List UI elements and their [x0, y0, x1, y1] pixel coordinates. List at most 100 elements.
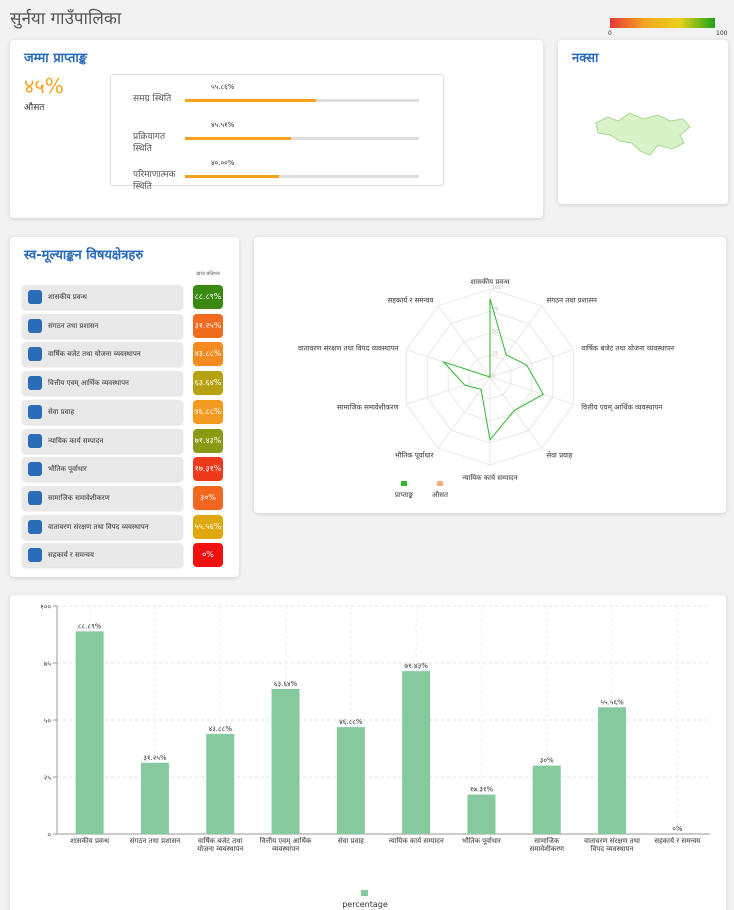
- y-tick-label: १००: [40, 603, 51, 611]
- map-card: नक्सा: [558, 40, 728, 204]
- domain-name: सहकार्य र समन्वय: [48, 551, 94, 560]
- bar-value-label: ३०%: [540, 757, 554, 765]
- domain-name: संगठन तथा प्रशासन: [48, 321, 99, 330]
- card-title: स्व-मूल्याङ्कन विषयक्षेत्रहरु: [24, 248, 144, 263]
- domain-score: १७.३१%: [193, 457, 223, 482]
- legend-swatch: [437, 481, 443, 486]
- radar-label: वार्षिक बजेट तथा योजना व्यवस्थापन: [581, 343, 674, 352]
- progress-bar: [185, 99, 316, 102]
- progress-value: ४५.५१%: [211, 121, 235, 129]
- x-tick-label: सेवा प्रवाह: [337, 837, 364, 845]
- domain-icon: [28, 548, 42, 563]
- x-tick-label: संगठन तथा प्रशासन: [129, 837, 181, 845]
- score-card: जम्मा प्राप्ताङ्क ४५% औसत समग्र स्थिति ५५…: [10, 40, 543, 218]
- progress-bar: [185, 175, 279, 178]
- progress-label: समग्र स्थिति: [133, 94, 172, 104]
- bar: [402, 671, 431, 834]
- legend-label: औसत: [432, 490, 449, 499]
- progress-label: प्रक्रियागत स्थिति: [133, 132, 166, 154]
- domain-row: सामाजिक समावेशीकरण: [22, 485, 183, 510]
- legend-swatch: [401, 481, 407, 486]
- radar-label: सहकार्य र समन्वय: [388, 295, 435, 304]
- domain-icon: [28, 433, 42, 448]
- bar-value-label: ४३.८८%: [209, 725, 233, 733]
- domain-row: संगठन तथा प्रशासन: [22, 313, 183, 338]
- radar-tick-label: 100: [492, 285, 502, 291]
- domain-icon: [28, 404, 42, 419]
- radar-axis: [437, 305, 491, 378]
- radar-card: 0255075100शासकीय प्रवन्धसंगठन तथा प्रशास…: [254, 237, 726, 513]
- x-tick-label: वित्तीय एवम् आर्थिक व्यवस्थापन: [259, 837, 312, 853]
- bar-value-label: ४६.८८%: [339, 718, 363, 726]
- domain-icon: [28, 462, 42, 477]
- progress-value: ५५.८६%: [211, 83, 235, 91]
- progress-box: समग्र स्थिति ५५.८६% प्रक्रियागत स्थिति ४५.५…: [110, 74, 444, 192]
- bar-card: ० २५ ५० ७५ १०० शासकीय प्रवन्ध संगठन तथा प्रशास…: [10, 595, 726, 910]
- radar-axis: [437, 376, 491, 449]
- domain-icon: [28, 519, 42, 534]
- bar-value-label: ७१.४३%: [404, 662, 428, 670]
- radar-tick-label: 50: [492, 329, 498, 335]
- progress-track: [185, 137, 419, 140]
- bar: [75, 631, 104, 834]
- bar: [532, 765, 561, 834]
- domain-score: ४३.८८%: [193, 342, 223, 367]
- domain-score: ५५.५६%: [193, 514, 223, 539]
- bar-value-label: ६३.६४%: [274, 680, 298, 688]
- map-region: [595, 112, 691, 156]
- color-scale: 0 100: [608, 18, 728, 36]
- domain-row: वार्षिक बजेट तथा योजना व्यवस्थापन: [22, 342, 183, 367]
- legend-swatch: [361, 890, 368, 896]
- scale-max: 100: [716, 30, 728, 36]
- domain-row: सहकार्य र समन्वय: [22, 543, 183, 568]
- x-tick-label: सहकार्य र समन्वय: [654, 837, 701, 845]
- bar-value-label: ३१.२५%: [143, 754, 167, 762]
- legend-label: प्राप्ताङ्क: [395, 491, 414, 499]
- domain-name: भौतिक पूर्वाधार: [48, 465, 87, 474]
- x-label-box: न्यायिक कार्य सम्पादन: [389, 837, 444, 845]
- x-label-box: वातावरण संरक्षण तथा विपद व्यवस्थापन: [584, 837, 640, 853]
- x-label-box: भौतिक पूर्वाधार: [462, 837, 501, 845]
- radar-axis: [489, 305, 543, 378]
- domain-icon: [28, 318, 42, 333]
- domain-row: न्यायिक कार्य सम्पादन: [22, 428, 183, 453]
- domain-score: ३१.२५%: [193, 313, 223, 338]
- radar-tick-label: 25: [492, 351, 498, 357]
- bar-chart: ० २५ ५० ७५ १०० शासकीय प्रवन्ध संगठन तथा प्रशास…: [40, 603, 710, 909]
- domain-score: ८८.८९%: [193, 285, 223, 309]
- bar: [271, 688, 300, 834]
- x-tick-label: शासकीय प्रवन्ध: [70, 837, 110, 845]
- x-label-box: शासकीय प्रवन्ध: [70, 837, 110, 845]
- bar: [206, 733, 235, 834]
- map: [595, 112, 691, 156]
- domain-name: वार्षिक बजेट तथा योजना व्यवस्थापन: [48, 350, 141, 359]
- x-label-box: सेवा प्रवाह: [337, 837, 364, 845]
- average-label: औसत: [24, 103, 45, 113]
- average-value: ४५%: [24, 74, 64, 98]
- domains-card: स्व-मूल्याङ्कन विषयक्षेत्रहरु प्राप्त प्…: [10, 237, 239, 577]
- radar-axis: [489, 376, 574, 405]
- x-tick-label: वार्षिक बजेट तथा योजना व्यवस्थापन: [197, 837, 244, 853]
- domain-icon: [28, 290, 42, 304]
- domain-score: ४६.८८%: [193, 399, 223, 424]
- radar-label: न्यायिक कार्य सम्पादन: [462, 473, 517, 482]
- x-label-box: वित्तीय एवम् आर्थिक व्यवस्थापन: [259, 837, 312, 853]
- legend-label: percentage: [342, 900, 388, 909]
- column-label: प्राप्त प्रतिशत: [196, 271, 220, 277]
- domain-icon: [28, 490, 42, 505]
- x-label-box: वार्षिक बजेट तथा योजना व्यवस्थापन: [197, 837, 244, 853]
- x-label-box: सामाजिक समावेशीकरण: [529, 837, 565, 853]
- radar-label: वित्तीय एवम् आर्थिक व्यवस्थापन: [581, 403, 662, 412]
- x-tick-label: सामाजिक समावेशीकरण: [529, 837, 565, 853]
- domain-icon: [28, 376, 42, 391]
- radar-label: भौतिक पूर्वाधार: [395, 451, 434, 460]
- y-tick-label: ०: [47, 831, 51, 839]
- scale-bar: [610, 18, 715, 28]
- bar-value-label: ८८.८९%: [78, 622, 102, 630]
- radar-label: वातावरण संरक्षण तथा विपद व्यवस्थापन: [298, 343, 399, 352]
- page-title: सुर्नया गाउँपालिका: [10, 9, 122, 29]
- radar-axis: [406, 376, 491, 405]
- x-tick-label: वातावरण संरक्षण तथा विपद व्यवस्थापन: [584, 837, 640, 853]
- radar-label: सेवा प्रवाह: [546, 451, 572, 460]
